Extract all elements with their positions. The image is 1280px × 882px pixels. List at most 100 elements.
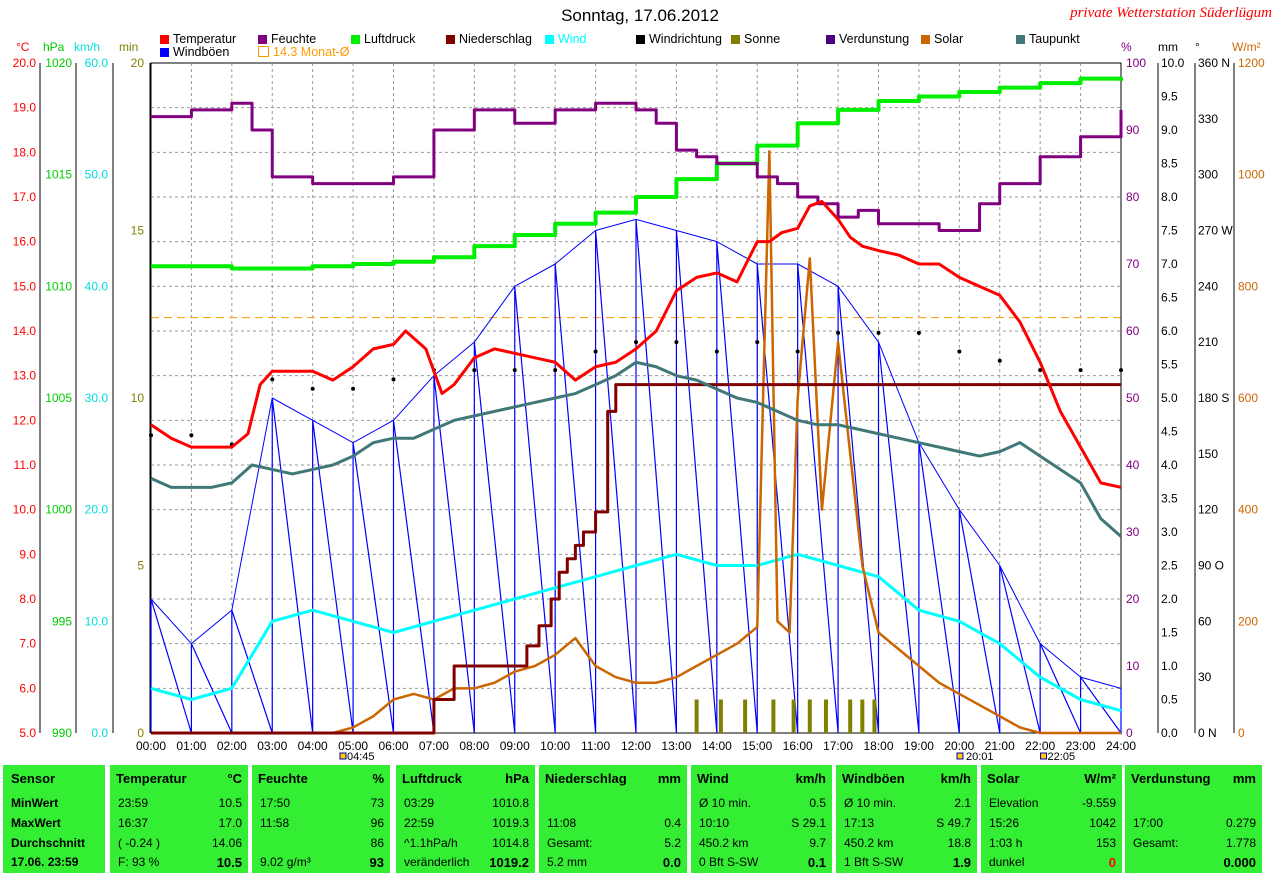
panel-row-label: ^1.1hPa/h bbox=[404, 836, 458, 850]
time-tick-label: 06:00 bbox=[378, 739, 408, 753]
precip-tick-label: 4.5 bbox=[1161, 425, 1178, 439]
panel-row-value: 1014.8 bbox=[492, 836, 529, 850]
humidity-tick-label: 0 bbox=[1126, 726, 1133, 740]
legend-swatch bbox=[160, 35, 169, 44]
humidity-series bbox=[151, 101, 1123, 232]
direction-tick-label: 0 N bbox=[1198, 726, 1217, 740]
sun-tick-label: 10 bbox=[131, 391, 145, 405]
wind-direction-point bbox=[593, 349, 598, 354]
wind-direction-point bbox=[351, 386, 356, 391]
precip-tick-label: 8.5 bbox=[1161, 157, 1178, 171]
panel-solar: Solar W/m² Elevation -9.559 15:26 1042 1:03 h 1… bbox=[981, 765, 1122, 873]
panel-row-value: 18.8 bbox=[947, 836, 971, 850]
temp-unit: °C bbox=[16, 40, 30, 54]
panel-temperatur: Temperatur °C 23:59 10.5 16:37 17.0 ( -0.24 ) 1… bbox=[110, 765, 248, 873]
panel-row-label: 03:29 bbox=[404, 796, 435, 810]
legend-item: Feuchte bbox=[258, 32, 316, 46]
panel-title: Niederschlag bbox=[545, 771, 627, 786]
wind-direction-point bbox=[836, 330, 841, 335]
panel-row-label: 15:26 bbox=[989, 816, 1020, 830]
panel-row-value: 9.7 bbox=[809, 836, 826, 850]
panel-row-label: Ø 10 min. bbox=[844, 796, 897, 810]
direction-unit: ° bbox=[1195, 40, 1200, 54]
time-tick-label: 01:00 bbox=[176, 739, 206, 753]
wind-tick-label: 20.0 bbox=[85, 503, 109, 517]
sunshine-bar bbox=[848, 699, 853, 733]
panel-row-label: 9.02 g/m³ bbox=[260, 855, 311, 869]
direction-tick-label: 30 bbox=[1198, 670, 1212, 684]
wind-series bbox=[150, 552, 1122, 713]
wind-direction-point bbox=[149, 433, 153, 438]
legend-label: Niederschlag bbox=[459, 32, 532, 46]
time-tick-label: 10:00 bbox=[540, 739, 570, 753]
legend-swatch bbox=[258, 46, 269, 57]
humidity-unit: % bbox=[1121, 40, 1132, 54]
direction-tick-label: 60 bbox=[1198, 614, 1212, 628]
precip-tick-label: 9.0 bbox=[1161, 123, 1178, 137]
legend-swatch bbox=[1016, 35, 1025, 44]
solar-tick-label: 1200 bbox=[1238, 56, 1265, 70]
pressure-tick-label: 1010 bbox=[45, 279, 72, 293]
wind-tick-label: 50.0 bbox=[85, 168, 109, 182]
solar-series bbox=[151, 149, 1121, 735]
precip-tick-label: 4.0 bbox=[1161, 458, 1178, 472]
wind-direction-point bbox=[795, 349, 800, 354]
panel-row-label: Gesamt: bbox=[547, 836, 593, 850]
time-tick-label: 22:00 bbox=[1025, 739, 1055, 753]
precip-tick-label: 6.0 bbox=[1161, 324, 1178, 338]
panel-row-label: 16:37 bbox=[118, 816, 149, 830]
sunset-label: 22:05 bbox=[1048, 751, 1076, 762]
wind-direction-point bbox=[997, 358, 1002, 363]
temp-tick-label: 9.0 bbox=[19, 547, 36, 561]
time-tick-label: 03:00 bbox=[257, 739, 287, 753]
direction-tick-label: 240 bbox=[1198, 279, 1218, 293]
sunshine-bar bbox=[872, 699, 877, 733]
wind-unit: km/h bbox=[74, 40, 101, 54]
panel-row-label: 1 Bft S-SW bbox=[844, 855, 904, 869]
legend-label: Luftdruck bbox=[364, 32, 416, 46]
panel-niederschlag: Niederschlag mm 11:08 0.4 Gesamt: 5.2 5.2 mm 0.… bbox=[539, 765, 687, 873]
direction-tick-label: 90 O bbox=[1198, 559, 1224, 573]
precip-tick-label: 0.5 bbox=[1161, 693, 1178, 707]
legend-swatch bbox=[160, 48, 169, 57]
humidity-tick-label: 20 bbox=[1126, 592, 1140, 606]
time-tick-label: 17:00 bbox=[823, 739, 853, 753]
legend-label: Verdunstung bbox=[839, 32, 910, 46]
panel-row-label: Gesamt: bbox=[1133, 836, 1179, 850]
legend-item: Windrichtung bbox=[636, 32, 722, 46]
precip-tick-label: 7.5 bbox=[1161, 224, 1178, 238]
legend-label: Windrichtung bbox=[649, 32, 722, 46]
panel-row-label: 11:58 bbox=[260, 816, 290, 830]
legend-item: Verdunstung bbox=[826, 32, 909, 46]
wind-direction-point bbox=[1119, 368, 1123, 373]
temp-tick-label: 19.0 bbox=[13, 101, 37, 115]
panel-row-label: Ø 10 min. bbox=[699, 796, 752, 810]
panel-row-value: 1.778 bbox=[1225, 836, 1256, 850]
legend-item: Windböen bbox=[160, 45, 229, 59]
legend-label: Taupunkt bbox=[1029, 32, 1080, 46]
pressure-tick-label: 1015 bbox=[45, 168, 72, 182]
temp-tick-label: 11.0 bbox=[14, 458, 37, 472]
wind-direction-point bbox=[755, 340, 760, 345]
pressure-tick-label: 1005 bbox=[45, 391, 72, 405]
pressure-tick-label: 1020 bbox=[45, 56, 72, 70]
panel-row-label: 17:50 bbox=[260, 796, 291, 810]
solar-tick-label: 400 bbox=[1238, 503, 1258, 517]
humidity-tick-label: 60 bbox=[1126, 324, 1140, 338]
panel-row-value: 5.2 bbox=[664, 836, 681, 850]
legend-label: 14.3 Monat-Ø bbox=[273, 45, 350, 59]
gust-series bbox=[150, 219, 1122, 735]
time-tick-label: 12:00 bbox=[621, 739, 651, 753]
panel-title: Feuchte bbox=[258, 771, 308, 786]
panel-row-value: 73 bbox=[370, 796, 384, 810]
twilight-label: 20:01 bbox=[966, 751, 994, 762]
panel-row-label: ( -0.24 ) bbox=[118, 836, 161, 850]
legend-item: Niederschlag bbox=[446, 32, 532, 46]
avg-label: Durchschnitt bbox=[11, 836, 86, 850]
sun-tick-label: 15 bbox=[131, 224, 145, 238]
panel-title: Wind bbox=[697, 771, 729, 786]
sunshine-bar bbox=[694, 699, 699, 733]
precip-series bbox=[151, 383, 1121, 735]
temperature-series bbox=[150, 199, 1122, 489]
direction-tick-label: 360 N bbox=[1198, 56, 1230, 70]
